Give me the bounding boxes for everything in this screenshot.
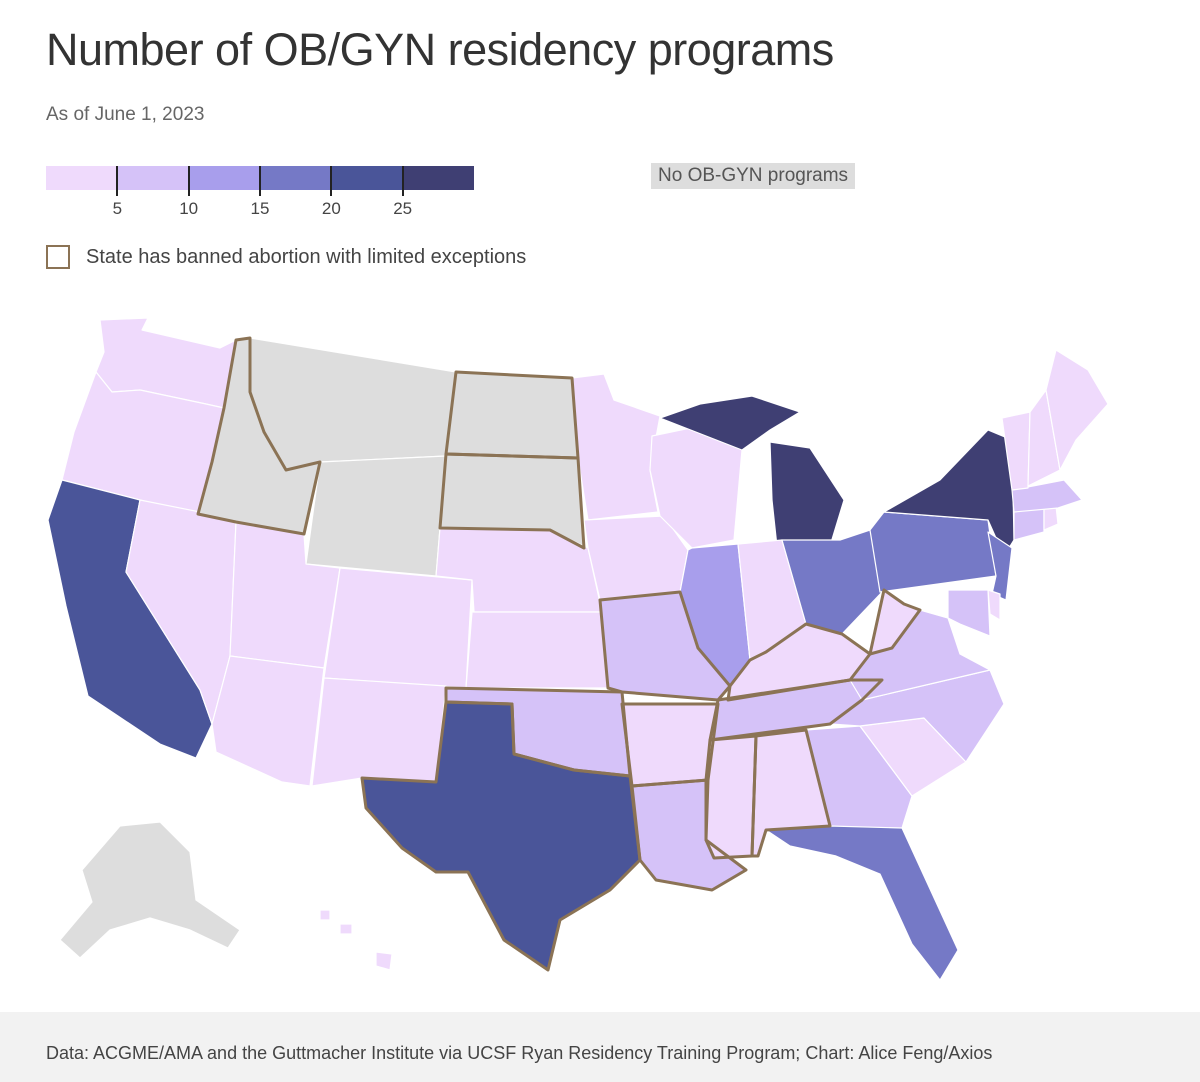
state-arizona	[211, 655, 325, 787]
state-minnesota	[571, 373, 661, 521]
state-mississippi	[705, 735, 757, 859]
color-scale-swatch-4	[331, 166, 403, 190]
color-scale-tick	[401, 166, 404, 196]
color-scale-swatch-5	[402, 166, 474, 190]
ban-legend: State has banned abortion with limited e…	[46, 245, 526, 269]
ban-outline-swatch	[46, 245, 70, 269]
state-north-carolina	[829, 669, 1005, 763]
ban-outline-idaho	[196, 336, 322, 536]
us-map	[47, 317, 1109, 981]
source-note: Data: ACGME/AMA and the Guttmacher Insti…	[46, 1043, 993, 1063]
ban-outline-south-dakota	[438, 452, 586, 550]
state-florida	[765, 825, 959, 981]
color-scale-legend: 5 10 15 20 25	[46, 166, 474, 226]
color-scale-tick	[187, 166, 190, 196]
color-scale-tick-label: 15	[250, 199, 270, 218]
color-scale-swatch-3	[259, 166, 332, 190]
state-colorado	[323, 567, 473, 689]
state-kansas	[465, 611, 609, 689]
state-maryland	[947, 589, 991, 637]
state-maine	[1045, 349, 1109, 471]
state-wyoming	[305, 455, 447, 577]
ban-legend-label: State has banned abortion with limited e…	[86, 245, 527, 268]
state-new-mexico	[311, 677, 447, 787]
ban-outline-missouri	[598, 590, 732, 702]
color-scale-tick-label: 10	[179, 199, 199, 218]
ban-outline-texas	[360, 700, 642, 972]
color-scale-bar	[46, 166, 474, 190]
color-scale-swatch-1	[117, 166, 189, 190]
state-delaware	[987, 589, 1001, 621]
color-scale-tick-label: 25	[393, 199, 413, 218]
state-alaska	[59, 821, 241, 959]
footer: Data: ACGME/AMA and the Guttmacher Insti…	[0, 1012, 1200, 1082]
ban-outline-alabama	[750, 728, 832, 858]
color-scale-tick-label: 20	[321, 199, 341, 218]
color-scale-tick-label: 5	[112, 199, 123, 218]
ban-outline-layer	[196, 336, 922, 972]
no-programs-legend: No OB-GYN programs	[651, 163, 856, 189]
state-massachusetts	[1011, 479, 1083, 513]
state-arkansas	[621, 703, 719, 787]
color-scale-tick	[116, 166, 119, 196]
color-scale-swatch-0	[46, 166, 118, 190]
page-title: Number of OB/GYN residency programs	[46, 24, 834, 75]
state-vermont	[1001, 411, 1031, 491]
ban-outline-west-virginia	[868, 588, 922, 656]
state-north-dakota	[445, 371, 579, 459]
state-montana	[249, 337, 457, 471]
state-pennsylvania	[869, 511, 997, 593]
subtitle: As of June 1, 2023	[46, 104, 205, 125]
state-hawaii	[319, 909, 393, 971]
color-scale-swatch-2	[188, 166, 260, 190]
color-scale-tick	[259, 166, 261, 196]
ban-outline-louisiana	[630, 778, 748, 892]
color-scale-tick	[330, 166, 333, 196]
states-layer	[47, 317, 1109, 981]
